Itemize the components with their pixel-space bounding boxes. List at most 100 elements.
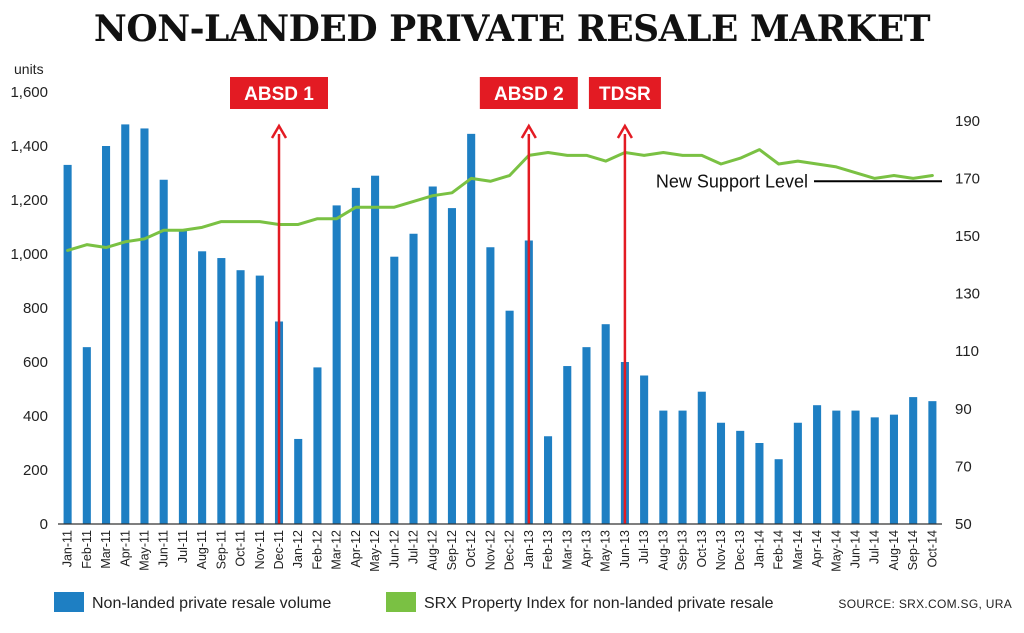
x-tick-label: Mar-14 xyxy=(791,530,805,570)
x-tick-label: Feb-13 xyxy=(541,530,555,570)
axes-layer: 0 200 400 600 800 1,000 1,200 1,400 1,600 units 50… xyxy=(10,61,980,572)
bar-Mar-14 xyxy=(793,422,802,524)
bar-Mar-11 xyxy=(102,146,111,524)
x-tick-label: Apr-11 xyxy=(118,530,132,567)
bar-Jul-14 xyxy=(870,417,879,524)
annotation-label: TDSR xyxy=(599,84,651,105)
bar-Oct-13 xyxy=(697,391,706,524)
annotations-layer: New Support Level ABSD 1 ABSD 2 TDSR xyxy=(230,77,942,524)
y-right-tick-label: 170 xyxy=(955,170,980,187)
x-tick-label: Aug-12 xyxy=(426,530,440,570)
x-tick-label: Jul-14 xyxy=(868,530,882,564)
y-left-tick-label: 1,000 xyxy=(10,246,48,263)
bar-Apr-11 xyxy=(121,124,130,525)
bar-Sep-12 xyxy=(447,208,456,524)
annotation-absd-1: ABSD 1 xyxy=(230,77,328,524)
x-tick-label: Oct-13 xyxy=(695,530,709,568)
bar-Aug-12 xyxy=(428,186,437,524)
annotation-box xyxy=(588,77,661,109)
x-tick-label: Oct-11 xyxy=(234,530,248,567)
bar-Dec-12 xyxy=(505,310,514,524)
x-tick-label: Feb-14 xyxy=(772,530,786,570)
bar-Jan-14 xyxy=(755,443,764,524)
x-tick-label: Sep-13 xyxy=(676,530,690,570)
support-level-label: New Support Level xyxy=(656,171,808,191)
x-tick-label: May-13 xyxy=(599,530,613,572)
chart-title: NON-LANDED PRIVATE RESALE MARKET xyxy=(93,8,931,50)
x-tick-label: Jul-13 xyxy=(637,530,651,564)
bar-May-11 xyxy=(140,128,149,524)
y-right-tick-label: 90 xyxy=(955,401,972,418)
legend: Non-landed private resale volume SRX Prop… xyxy=(54,592,1012,612)
source-note: SOURCE: SRX.COM.SG, URA xyxy=(838,597,1012,611)
bar-Mar-12 xyxy=(332,205,341,524)
bar-Feb-12 xyxy=(313,367,322,524)
bar-Aug-14 xyxy=(889,414,898,524)
annotation-absd-2: ABSD 2 xyxy=(479,77,578,524)
x-tick-label: May-14 xyxy=(829,530,843,572)
x-tick-label: Jan-13 xyxy=(522,530,536,568)
bar-Sep-13 xyxy=(678,410,687,524)
x-tick-label: Nov-13 xyxy=(714,530,728,570)
y-left-tick-label: 600 xyxy=(23,354,48,371)
x-tick-label: Jan-14 xyxy=(752,530,766,568)
x-tick-label: Aug-14 xyxy=(887,530,901,570)
x-tick-label: Oct-14 xyxy=(925,530,939,568)
y-left-tick-label: 800 xyxy=(23,300,48,317)
x-tick-label: Jul-11 xyxy=(176,530,190,563)
arrow-head-icon xyxy=(520,123,537,139)
x-tick-label: Apr-12 xyxy=(349,530,363,568)
bar-Aug-13 xyxy=(659,410,668,524)
bar-Jul-13 xyxy=(640,375,649,524)
annotation-box xyxy=(230,77,328,109)
bar-Mar-13 xyxy=(563,366,572,524)
legend-label-volume: Non-landed private resale volume xyxy=(92,595,331,612)
y-right-tick-label: 130 xyxy=(955,286,980,303)
y-left-tick-label: 1,200 xyxy=(10,192,48,209)
x-tick-label: Nov-11 xyxy=(253,530,267,569)
x-tick-label: May-12 xyxy=(368,530,382,572)
y-left-axis-label: units xyxy=(14,61,44,77)
bar-Feb-13 xyxy=(544,436,553,524)
bar-Jul-12 xyxy=(409,233,418,524)
arrow-head-icon xyxy=(616,123,633,139)
y-right-tick-label: 150 xyxy=(955,228,980,245)
bar-Oct-11 xyxy=(236,270,245,524)
line-layer xyxy=(66,148,934,252)
y-left-tick-label: 0 xyxy=(40,516,48,533)
y-left-tick-label: 1,600 xyxy=(10,84,48,101)
x-tick-label: Sep-14 xyxy=(906,530,920,570)
bar-Feb-11 xyxy=(82,347,91,524)
bar-Dec-13 xyxy=(736,430,745,524)
x-tick-label: May-11 xyxy=(137,530,151,571)
x-tick-label: Mar-13 xyxy=(560,530,574,570)
x-tick-label: Apr-13 xyxy=(579,530,593,568)
arrow-head-icon xyxy=(270,123,288,139)
x-tick-label: Jan-12 xyxy=(291,530,305,568)
x-tick-label: Nov-12 xyxy=(483,530,497,570)
bar-Apr-14 xyxy=(813,405,822,524)
bar-Sep-14 xyxy=(909,397,918,524)
bar-Feb-14 xyxy=(774,459,783,524)
x-tick-label: Jan-11 xyxy=(61,530,75,567)
x-tick-label: Dec-13 xyxy=(733,530,747,570)
x-tick-label: Jun-13 xyxy=(618,530,632,568)
bar-Aug-11 xyxy=(198,251,207,525)
bar-May-13 xyxy=(601,324,610,524)
bar-Jun-12 xyxy=(390,256,399,524)
x-tick-label: Dec-12 xyxy=(503,530,517,570)
bar-Apr-13 xyxy=(582,347,591,524)
legend-label-index: SRX Property Index for non-landed privat… xyxy=(424,595,774,612)
x-tick-label: Sep-12 xyxy=(445,530,459,570)
bar-Sep-11 xyxy=(217,258,226,524)
annotation-label: ABSD 1 xyxy=(244,84,314,105)
bar-Jul-11 xyxy=(178,229,187,524)
annotation-box xyxy=(479,77,578,109)
y-left-tick-label: 400 xyxy=(23,408,48,425)
y-right-tick-label: 110 xyxy=(955,343,979,360)
x-tick-label: Feb-12 xyxy=(310,530,324,570)
bar-Nov-11 xyxy=(255,275,264,524)
x-tick-label: Oct-12 xyxy=(464,530,478,568)
bar-Oct-14 xyxy=(928,401,937,524)
bar-Jan-11 xyxy=(63,164,72,524)
